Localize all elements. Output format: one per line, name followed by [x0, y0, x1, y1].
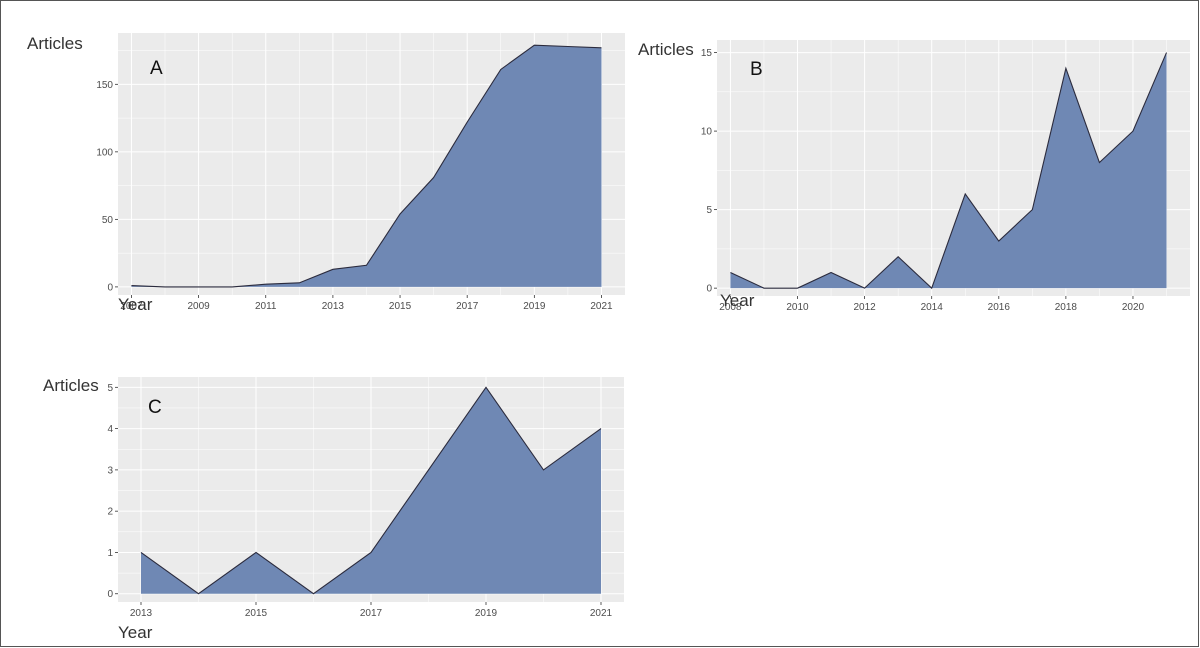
data-point	[1098, 161, 1100, 163]
data-point	[130, 284, 132, 286]
x-axis-label: Year	[118, 623, 153, 642]
y-tick-label: 5	[107, 383, 113, 394]
data-point	[312, 593, 314, 595]
x-tick-label: 2007	[120, 301, 143, 312]
y-tick-label: 0	[107, 589, 113, 600]
x-tick-label: 2011	[255, 301, 277, 312]
y-tick-label: 2	[107, 507, 113, 518]
y-tick-label: 150	[96, 80, 113, 91]
data-point	[998, 240, 1000, 242]
x-tick-label: 2019	[523, 301, 546, 312]
data-point	[432, 176, 434, 178]
x-tick-label: 2013	[130, 608, 153, 619]
x-tick-label: 2015	[389, 301, 412, 312]
x-tick-label: 2016	[988, 302, 1011, 313]
x-tick-label: 2017	[456, 301, 479, 312]
data-point	[567, 45, 569, 47]
x-tick-label: 2010	[786, 302, 809, 313]
area-series	[131, 45, 602, 287]
data-point	[164, 286, 166, 288]
data-point	[466, 121, 468, 123]
y-tick-label: 50	[102, 215, 114, 226]
data-point	[197, 593, 199, 595]
data-point	[897, 256, 899, 258]
x-axis-label: Year	[118, 295, 153, 314]
x-tick-label: 2013	[322, 301, 345, 312]
data-point	[140, 551, 142, 553]
x-tick-label: 2019	[475, 608, 498, 619]
data-point	[197, 286, 199, 288]
data-point	[533, 44, 535, 46]
data-point	[1165, 51, 1167, 53]
y-tick-label: 1	[107, 548, 113, 559]
x-tick-label: 2009	[187, 301, 210, 312]
series-outline	[730, 52, 1168, 290]
x-tick-label: 2008	[719, 302, 742, 313]
data-point	[365, 264, 367, 266]
x-tick-label: 2014	[921, 302, 944, 313]
y-tick-label: 10	[701, 127, 713, 138]
x-tick-label: 2021	[590, 301, 613, 312]
data-point	[1065, 67, 1067, 69]
y-tick-label: 0	[107, 282, 113, 293]
panel-letter: C	[148, 397, 162, 418]
y-tick-label: 0	[706, 284, 712, 295]
area-series	[730, 52, 1167, 289]
data-point	[600, 427, 602, 429]
x-tick-label: 2012	[853, 302, 876, 313]
data-point	[542, 469, 544, 471]
data-point	[729, 271, 731, 273]
data-point	[830, 271, 832, 273]
series-outline	[131, 44, 602, 288]
data-point	[265, 283, 267, 285]
data-point	[370, 551, 372, 553]
data-point	[763, 287, 765, 289]
x-axis-label: Year	[720, 291, 755, 310]
data-point	[863, 287, 865, 289]
chart-panel-c: 2013 2015 2017 2019 2021 0 1 2 3 4 5 C Articles Year	[43, 376, 624, 642]
x-tick-label: 2017	[360, 608, 383, 619]
y-tick-label: 15	[701, 48, 713, 59]
series-outline	[140, 386, 602, 595]
data-point	[427, 469, 429, 471]
y-tick-label: 3	[107, 465, 113, 476]
y-axis-label: Articles	[638, 40, 694, 59]
x-tick-label: 2018	[1055, 302, 1078, 313]
data-point	[796, 287, 798, 289]
data-point	[964, 193, 966, 195]
chart-panel-b: 2008 2010 2012 2014 2016 2018 2020 0 5 10 15 B Artic…	[638, 40, 1190, 313]
data-point	[930, 287, 932, 289]
area-series	[141, 387, 601, 594]
panel-letter: B	[750, 59, 763, 80]
data-point	[231, 286, 233, 288]
y-tick-label: 4	[107, 424, 113, 435]
y-axis-label: Articles	[43, 376, 99, 395]
y-tick-label: 5	[706, 205, 712, 216]
chart-panel-a: 2007 2009 2011 2013 2015 2017 2019 2021 0 50 100 15…	[27, 33, 625, 314]
x-tick-label: 2020	[1122, 302, 1145, 313]
data-point	[332, 268, 334, 270]
panel-letter: A	[150, 58, 163, 79]
data-point	[298, 282, 300, 284]
data-point	[1031, 208, 1033, 210]
data-point	[500, 68, 502, 70]
data-point	[255, 551, 257, 553]
x-tick-label: 2021	[590, 608, 613, 619]
data-point	[399, 213, 401, 215]
data-point	[1132, 130, 1134, 132]
x-tick-label: 2015	[245, 608, 268, 619]
y-axis-label: Articles	[27, 34, 83, 53]
data-point	[600, 47, 602, 49]
data-point	[485, 386, 487, 388]
y-tick-label: 100	[96, 147, 113, 158]
